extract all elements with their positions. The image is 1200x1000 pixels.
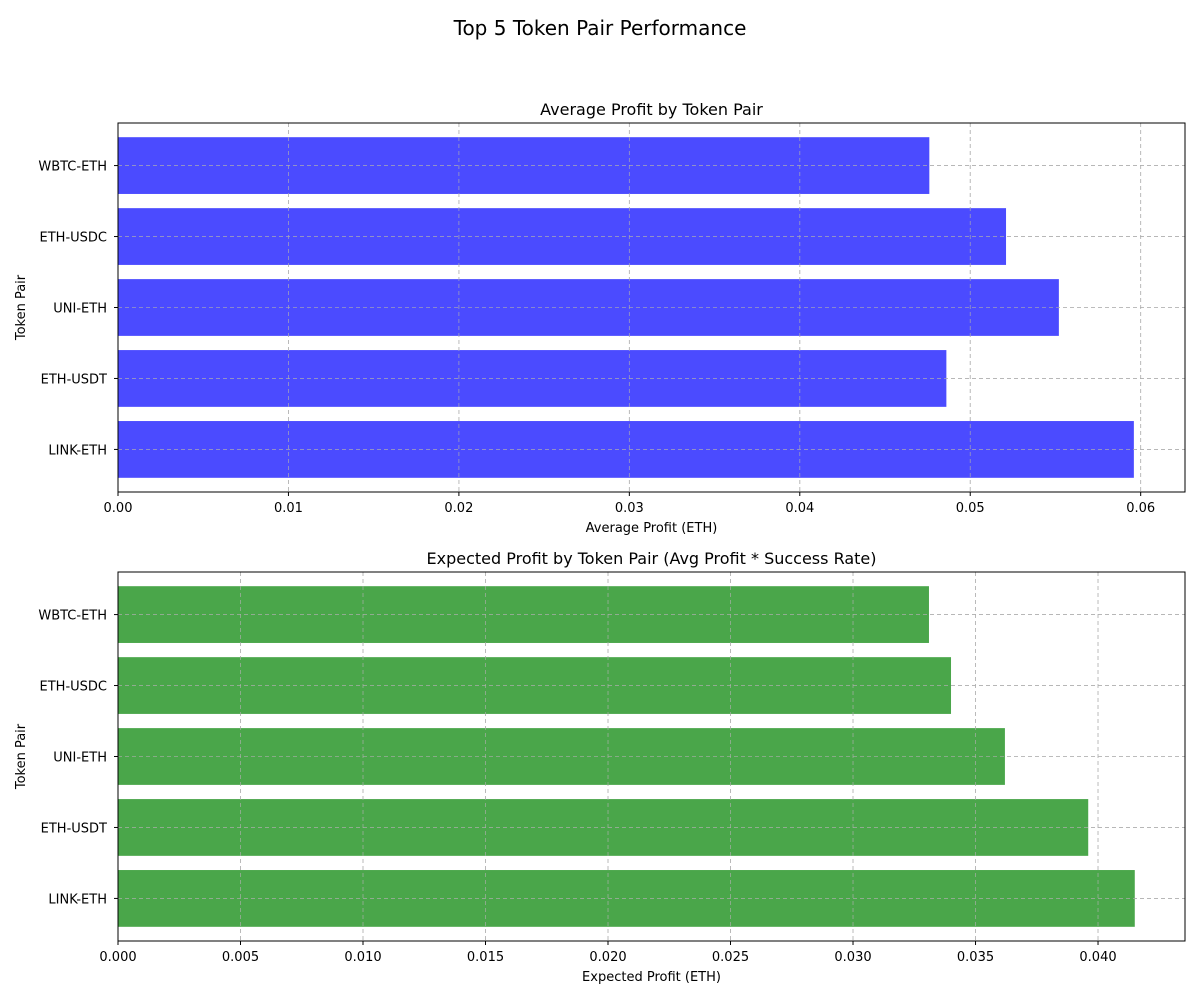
average-profit-chart: 0.00 0.01 0.02 0.03 0.04 0.05 0.06 LINK-ETH ETH-… [14, 100, 1186, 536]
x-tick-label: 0.06 [1126, 501, 1155, 516]
y-tick-label: ETH-USDT [41, 821, 107, 836]
y-tick-label: WBTC-ETH [38, 609, 107, 624]
y-tick-label: ETH-USDC [40, 231, 107, 246]
x-tick-label: 0.000 [99, 950, 136, 965]
x-tick-label: 0.015 [467, 950, 504, 965]
y-tick-label: LINK-ETH [48, 443, 107, 458]
chart-title: Expected Profit by Token Pair (Avg Profi… [426, 549, 876, 568]
x-axis-label: Expected Profit (ETH) [582, 970, 721, 985]
x-tick-label: 0.005 [222, 950, 259, 965]
x-tick-label: 0.05 [956, 501, 985, 516]
x-tick-label: 0.04 [785, 501, 814, 516]
chart-title: Average Profit by Token Pair [540, 100, 763, 119]
figure-title: Top 5 Token Pair Performance [453, 16, 747, 40]
y-tick-label: UNI-ETH [53, 751, 107, 766]
y-tick-label: ETH-USDT [41, 372, 107, 387]
y-tick-label: WBTC-ETH [38, 160, 107, 175]
x-tick-label: 0.030 [834, 950, 871, 965]
expected-profit-chart: 0.000 0.005 0.010 0.015 0.020 0.025 0.030 0.035… [14, 549, 1186, 985]
x-tick-label: 0.010 [344, 950, 381, 965]
x-tick-label: 0.02 [444, 501, 473, 516]
y-tick-label: ETH-USDC [40, 680, 107, 695]
x-tick-label: 0.025 [712, 950, 749, 965]
y-axis-label: Token Pair [14, 723, 29, 790]
x-tick-label: 0.00 [104, 501, 133, 516]
x-axis-label: Average Profit (ETH) [586, 521, 718, 536]
y-tick-label: UNI-ETH [53, 302, 107, 317]
y-tick-label: LINK-ETH [48, 892, 107, 907]
y-axis-label: Token Pair [14, 274, 29, 341]
x-tick-label: 0.040 [1079, 950, 1116, 965]
x-tick-label: 0.01 [274, 501, 303, 516]
x-tick-label: 0.020 [589, 950, 626, 965]
x-tick-label: 0.03 [615, 501, 644, 516]
x-tick-label: 0.035 [957, 950, 994, 965]
